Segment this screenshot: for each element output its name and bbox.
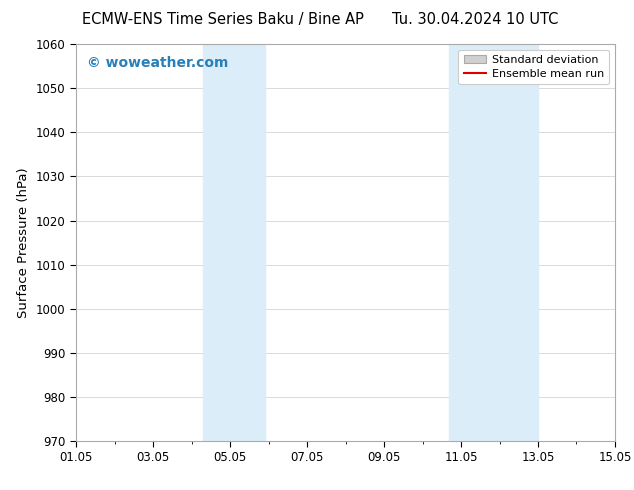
Bar xyxy=(450,44,538,441)
Text: Tu. 30.04.2024 10 UTC: Tu. 30.04.2024 10 UTC xyxy=(392,12,558,27)
Text: ECMW-ENS Time Series Baku / Bine AP: ECMW-ENS Time Series Baku / Bine AP xyxy=(82,12,365,27)
Legend: Standard deviation, Ensemble mean run: Standard deviation, Ensemble mean run xyxy=(458,49,609,84)
Y-axis label: Surface Pressure (hPa): Surface Pressure (hPa) xyxy=(17,167,30,318)
Bar xyxy=(203,44,265,441)
Text: © woweather.com: © woweather.com xyxy=(87,56,228,70)
